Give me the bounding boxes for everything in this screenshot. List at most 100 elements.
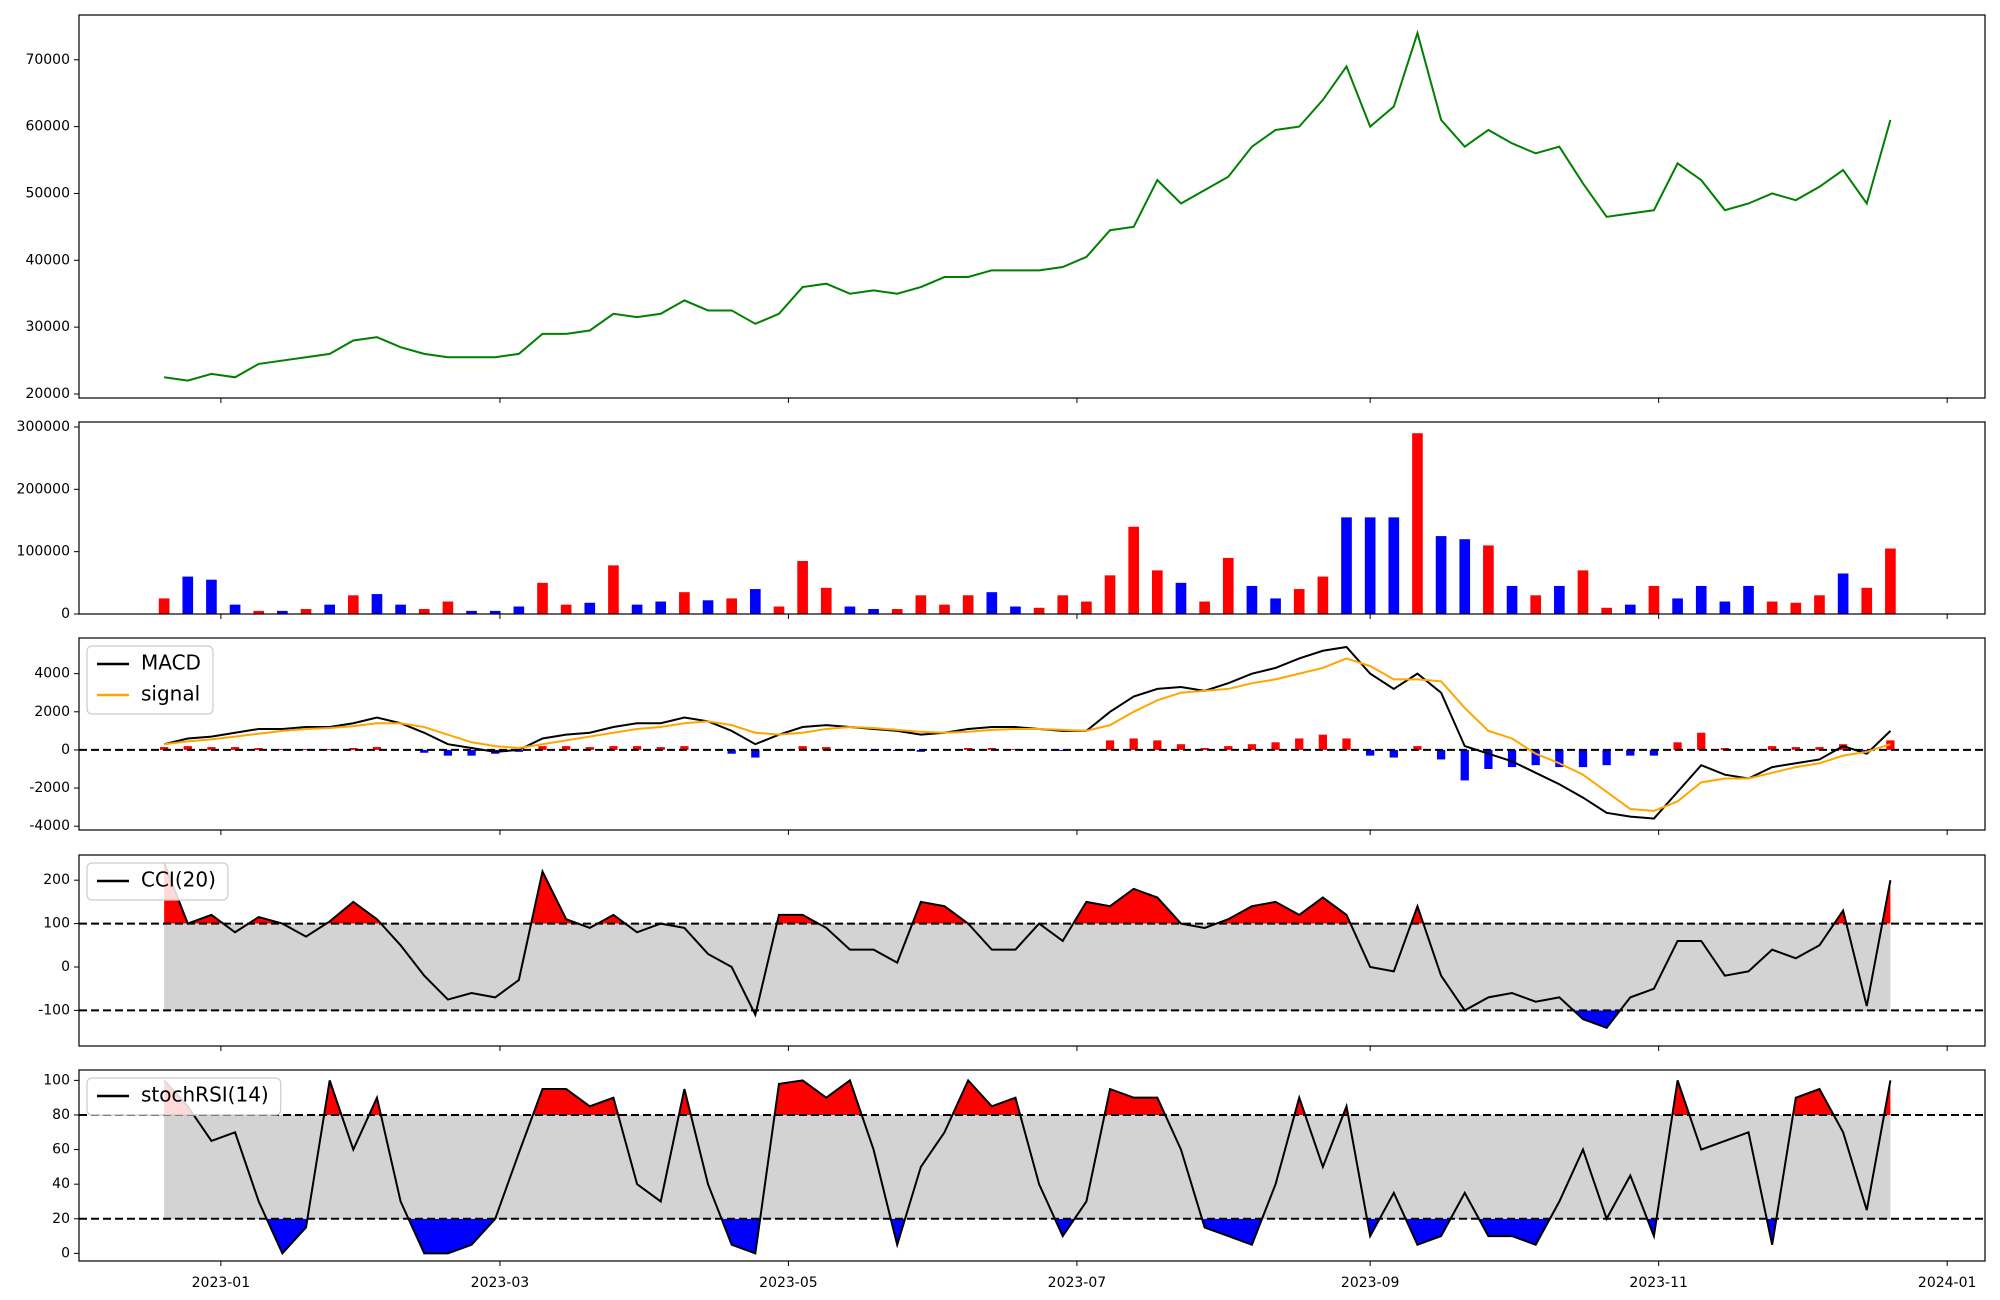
histogram-bar bbox=[1366, 749, 1375, 756]
y-tick-label: 0 bbox=[61, 742, 70, 758]
volume-bar bbox=[1246, 585, 1258, 614]
y-tick-label: 60 bbox=[52, 1142, 70, 1158]
volume-bar bbox=[537, 582, 548, 614]
plot-area bbox=[163, 29, 1892, 382]
volume-bar bbox=[1837, 573, 1849, 614]
histogram-bar bbox=[680, 746, 689, 750]
volume-bar bbox=[939, 604, 950, 614]
axes-frame bbox=[78, 1069, 1986, 1262]
volume-bar bbox=[1412, 433, 1423, 614]
volume-bar bbox=[820, 587, 832, 614]
volume-bar bbox=[1648, 585, 1660, 614]
histogram-bar bbox=[1224, 746, 1233, 750]
volume-bar bbox=[253, 610, 265, 614]
volume-bar bbox=[1554, 585, 1565, 614]
y-tick-label: 2000 bbox=[34, 704, 70, 720]
volume-bar bbox=[1530, 595, 1542, 614]
y-tick-label: 80 bbox=[52, 1107, 70, 1123]
volume-bar bbox=[158, 598, 170, 614]
volume-bar bbox=[1861, 587, 1873, 614]
histogram-bar bbox=[1460, 749, 1469, 781]
y-tick-label: 100 bbox=[43, 1072, 70, 1088]
volume-bar bbox=[868, 609, 879, 614]
histogram-bar bbox=[301, 748, 311, 750]
volume-bar bbox=[608, 565, 619, 614]
volume-bar bbox=[962, 595, 974, 614]
histogram-bar bbox=[751, 749, 760, 758]
volume-bar bbox=[1199, 601, 1210, 614]
volume-bar bbox=[1459, 539, 1471, 614]
volume-bar bbox=[584, 602, 596, 614]
y-tick-label: 300000 bbox=[17, 419, 70, 435]
volume-bar bbox=[1719, 601, 1731, 614]
histogram-bar bbox=[1413, 746, 1422, 750]
histogram-bar bbox=[325, 748, 334, 750]
volume-bar bbox=[1057, 595, 1069, 614]
volume-bar bbox=[1483, 545, 1494, 614]
volume-bar bbox=[1341, 517, 1352, 614]
x-tick-label: 2023-09 bbox=[1341, 1275, 1400, 1291]
volume-bar bbox=[1624, 604, 1636, 614]
histogram-bar bbox=[349, 748, 358, 750]
histogram-bar bbox=[656, 747, 665, 750]
histogram-bar bbox=[278, 748, 287, 750]
volume-bar bbox=[1270, 598, 1281, 614]
y-tick-label: 0 bbox=[61, 606, 70, 622]
volume-bar bbox=[1293, 589, 1305, 614]
histogram-bar bbox=[538, 746, 547, 750]
histogram-bar bbox=[1176, 744, 1186, 750]
indicator-line bbox=[163, 1078, 1892, 1256]
plot-area bbox=[79, 862, 1985, 1029]
histogram-bar bbox=[562, 746, 571, 750]
plot-area bbox=[158, 433, 1896, 614]
y-tick-label: 100 bbox=[43, 916, 70, 932]
indicator-line bbox=[164, 657, 1891, 812]
y-tick-label: 70000 bbox=[25, 52, 70, 68]
volume-bar bbox=[229, 604, 241, 614]
volume-bar bbox=[1766, 601, 1778, 614]
x-tick-label: 2023-03 bbox=[471, 1275, 530, 1291]
y-tick-label: 50000 bbox=[25, 185, 70, 201]
legend-box bbox=[86, 862, 229, 901]
legend-label: MACD bbox=[141, 651, 201, 675]
histogram-bar bbox=[609, 746, 618, 750]
axes-frame bbox=[78, 637, 1986, 831]
y-tick-label: 200000 bbox=[17, 481, 70, 497]
volume-bar bbox=[371, 594, 383, 614]
volume-bar bbox=[300, 609, 312, 614]
histogram-bar bbox=[1153, 740, 1162, 750]
volume-bar bbox=[844, 606, 856, 614]
legend: stochRSI(14) bbox=[86, 1077, 282, 1116]
histogram-bar bbox=[420, 749, 429, 753]
histogram-bar bbox=[1815, 747, 1824, 750]
legend-box bbox=[86, 1077, 282, 1116]
histogram-bar bbox=[159, 747, 169, 750]
histogram-bar bbox=[1791, 747, 1800, 750]
histogram-bar bbox=[1389, 749, 1398, 758]
y-tick-label: 4000 bbox=[34, 666, 70, 682]
histogram-bar bbox=[207, 747, 216, 750]
histogram-bar bbox=[1555, 749, 1564, 768]
volume-bar bbox=[702, 600, 714, 614]
volume-bar bbox=[750, 589, 761, 614]
histogram-bar bbox=[443, 749, 453, 756]
volume-bar bbox=[1672, 598, 1683, 614]
histogram-bar bbox=[1626, 749, 1635, 756]
volume-bar bbox=[773, 606, 785, 614]
histogram-bar bbox=[1649, 749, 1659, 756]
y-tick-label: 20000 bbox=[25, 386, 70, 402]
volume-bar bbox=[324, 604, 335, 614]
plot-area bbox=[79, 1078, 1985, 1256]
histogram-bar bbox=[1531, 749, 1540, 766]
y-tick-label: -100 bbox=[38, 1002, 70, 1018]
histogram-bar bbox=[1295, 738, 1304, 750]
volume-bar bbox=[1128, 526, 1140, 614]
volume-bar bbox=[1695, 585, 1707, 614]
volume-bar bbox=[277, 610, 288, 614]
x-tick-label: 2023-05 bbox=[759, 1275, 818, 1291]
legend-label: stochRSI(14) bbox=[141, 1083, 269, 1107]
histogram-bar bbox=[1602, 749, 1611, 766]
histogram-bar bbox=[1342, 738, 1351, 750]
volume-bar bbox=[1388, 517, 1400, 614]
